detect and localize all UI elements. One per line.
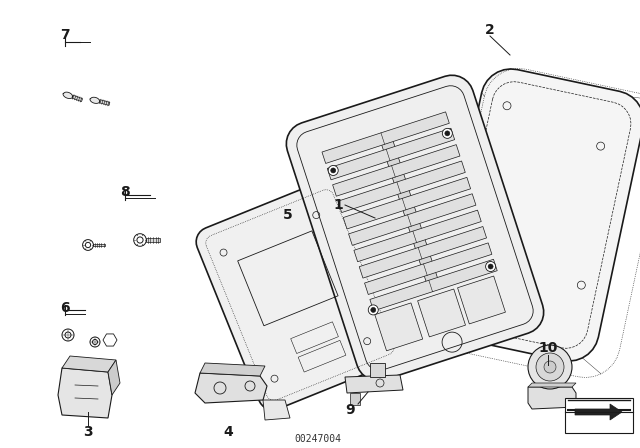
Polygon shape [418, 289, 465, 337]
Text: 3: 3 [83, 425, 93, 439]
Polygon shape [72, 95, 83, 102]
Circle shape [442, 129, 452, 138]
Text: 4: 4 [223, 425, 233, 439]
Polygon shape [90, 97, 100, 103]
Polygon shape [147, 238, 159, 241]
Polygon shape [63, 92, 73, 99]
Polygon shape [375, 303, 422, 351]
Circle shape [536, 353, 564, 381]
Polygon shape [108, 360, 120, 395]
Polygon shape [349, 194, 476, 246]
Polygon shape [354, 210, 481, 262]
Polygon shape [528, 383, 576, 387]
Polygon shape [380, 136, 439, 287]
Polygon shape [359, 227, 486, 278]
Polygon shape [350, 393, 360, 405]
Text: 9: 9 [345, 403, 355, 417]
Polygon shape [333, 145, 460, 196]
Polygon shape [263, 400, 290, 420]
Polygon shape [327, 128, 454, 180]
Polygon shape [58, 368, 112, 418]
Polygon shape [286, 75, 543, 381]
Circle shape [368, 305, 378, 315]
Polygon shape [195, 373, 267, 403]
Polygon shape [370, 363, 385, 377]
Text: 8: 8 [120, 185, 130, 199]
Polygon shape [343, 177, 470, 229]
Polygon shape [93, 244, 105, 246]
Circle shape [488, 264, 493, 269]
Polygon shape [458, 276, 506, 324]
Bar [565, 398, 633, 433]
Circle shape [528, 345, 572, 389]
Polygon shape [338, 161, 465, 213]
Polygon shape [200, 363, 265, 376]
Text: 2: 2 [485, 23, 495, 37]
Circle shape [544, 361, 556, 373]
Polygon shape [575, 404, 622, 420]
Polygon shape [322, 112, 449, 164]
Text: 6: 6 [60, 301, 70, 315]
Circle shape [371, 307, 376, 312]
Text: 10: 10 [538, 341, 557, 355]
Circle shape [328, 165, 338, 176]
Polygon shape [528, 387, 576, 409]
Circle shape [331, 168, 336, 173]
Polygon shape [345, 375, 403, 393]
Polygon shape [370, 259, 497, 311]
Text: 7: 7 [60, 28, 70, 42]
Polygon shape [436, 69, 640, 361]
Polygon shape [196, 180, 404, 410]
Text: 1: 1 [333, 198, 343, 212]
Text: 5: 5 [283, 208, 293, 222]
Text: 00247004: 00247004 [294, 434, 342, 444]
Circle shape [445, 131, 450, 136]
Polygon shape [99, 99, 110, 105]
Polygon shape [365, 243, 492, 294]
Circle shape [486, 262, 495, 271]
Polygon shape [62, 356, 116, 372]
